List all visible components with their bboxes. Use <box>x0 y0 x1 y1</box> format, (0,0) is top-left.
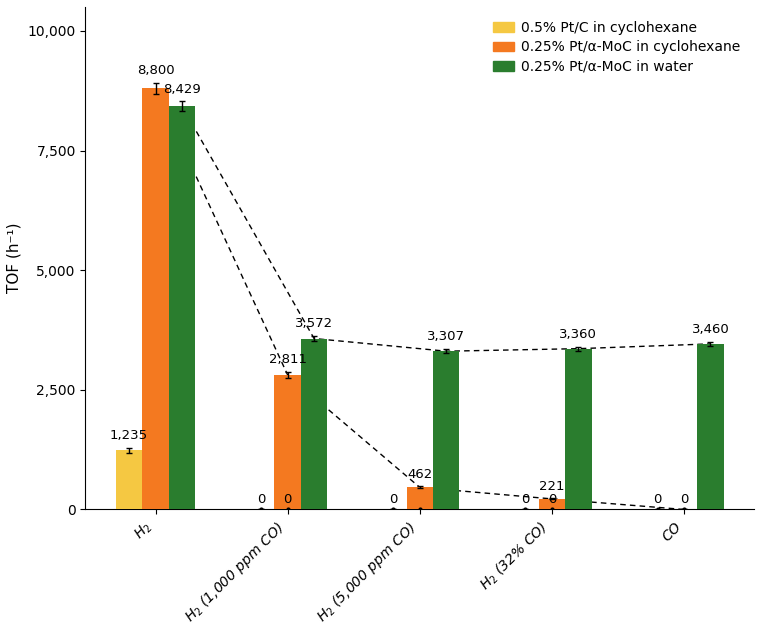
Text: 0: 0 <box>389 492 397 506</box>
Bar <box>433 351 460 510</box>
Text: 0: 0 <box>521 492 530 506</box>
Text: 0: 0 <box>283 492 291 506</box>
Text: 2,811: 2,811 <box>269 353 307 366</box>
Bar <box>301 339 327 510</box>
Text: 1,235: 1,235 <box>110 429 148 442</box>
Bar <box>116 450 142 510</box>
Text: 3,307: 3,307 <box>427 330 465 343</box>
Text: 3,572: 3,572 <box>295 317 333 330</box>
Legend: 0.5% Pt/C in cyclohexane, 0.25% Pt/α-MoC in cyclohexane, 0.25% Pt/α-MoC in water: 0.5% Pt/C in cyclohexane, 0.25% Pt/α-MoC… <box>486 14 747 81</box>
Text: 221: 221 <box>539 480 565 492</box>
Bar <box>169 106 195 510</box>
Text: 462: 462 <box>407 468 432 480</box>
Bar <box>565 349 591 510</box>
Bar <box>275 375 301 510</box>
Text: 8,429: 8,429 <box>163 82 201 96</box>
Text: 0: 0 <box>654 492 662 506</box>
Text: 3,460: 3,460 <box>692 323 729 336</box>
Text: 3,360: 3,360 <box>559 328 597 341</box>
Bar <box>539 499 565 510</box>
Y-axis label: TOF (h⁻¹): TOF (h⁻¹) <box>7 223 22 294</box>
Text: 8,800: 8,800 <box>137 64 174 77</box>
Bar <box>142 89 169 510</box>
Bar <box>697 344 724 510</box>
Text: 0: 0 <box>548 492 556 506</box>
Text: 0: 0 <box>680 492 688 506</box>
Bar <box>406 487 433 510</box>
Text: 0: 0 <box>257 492 266 506</box>
